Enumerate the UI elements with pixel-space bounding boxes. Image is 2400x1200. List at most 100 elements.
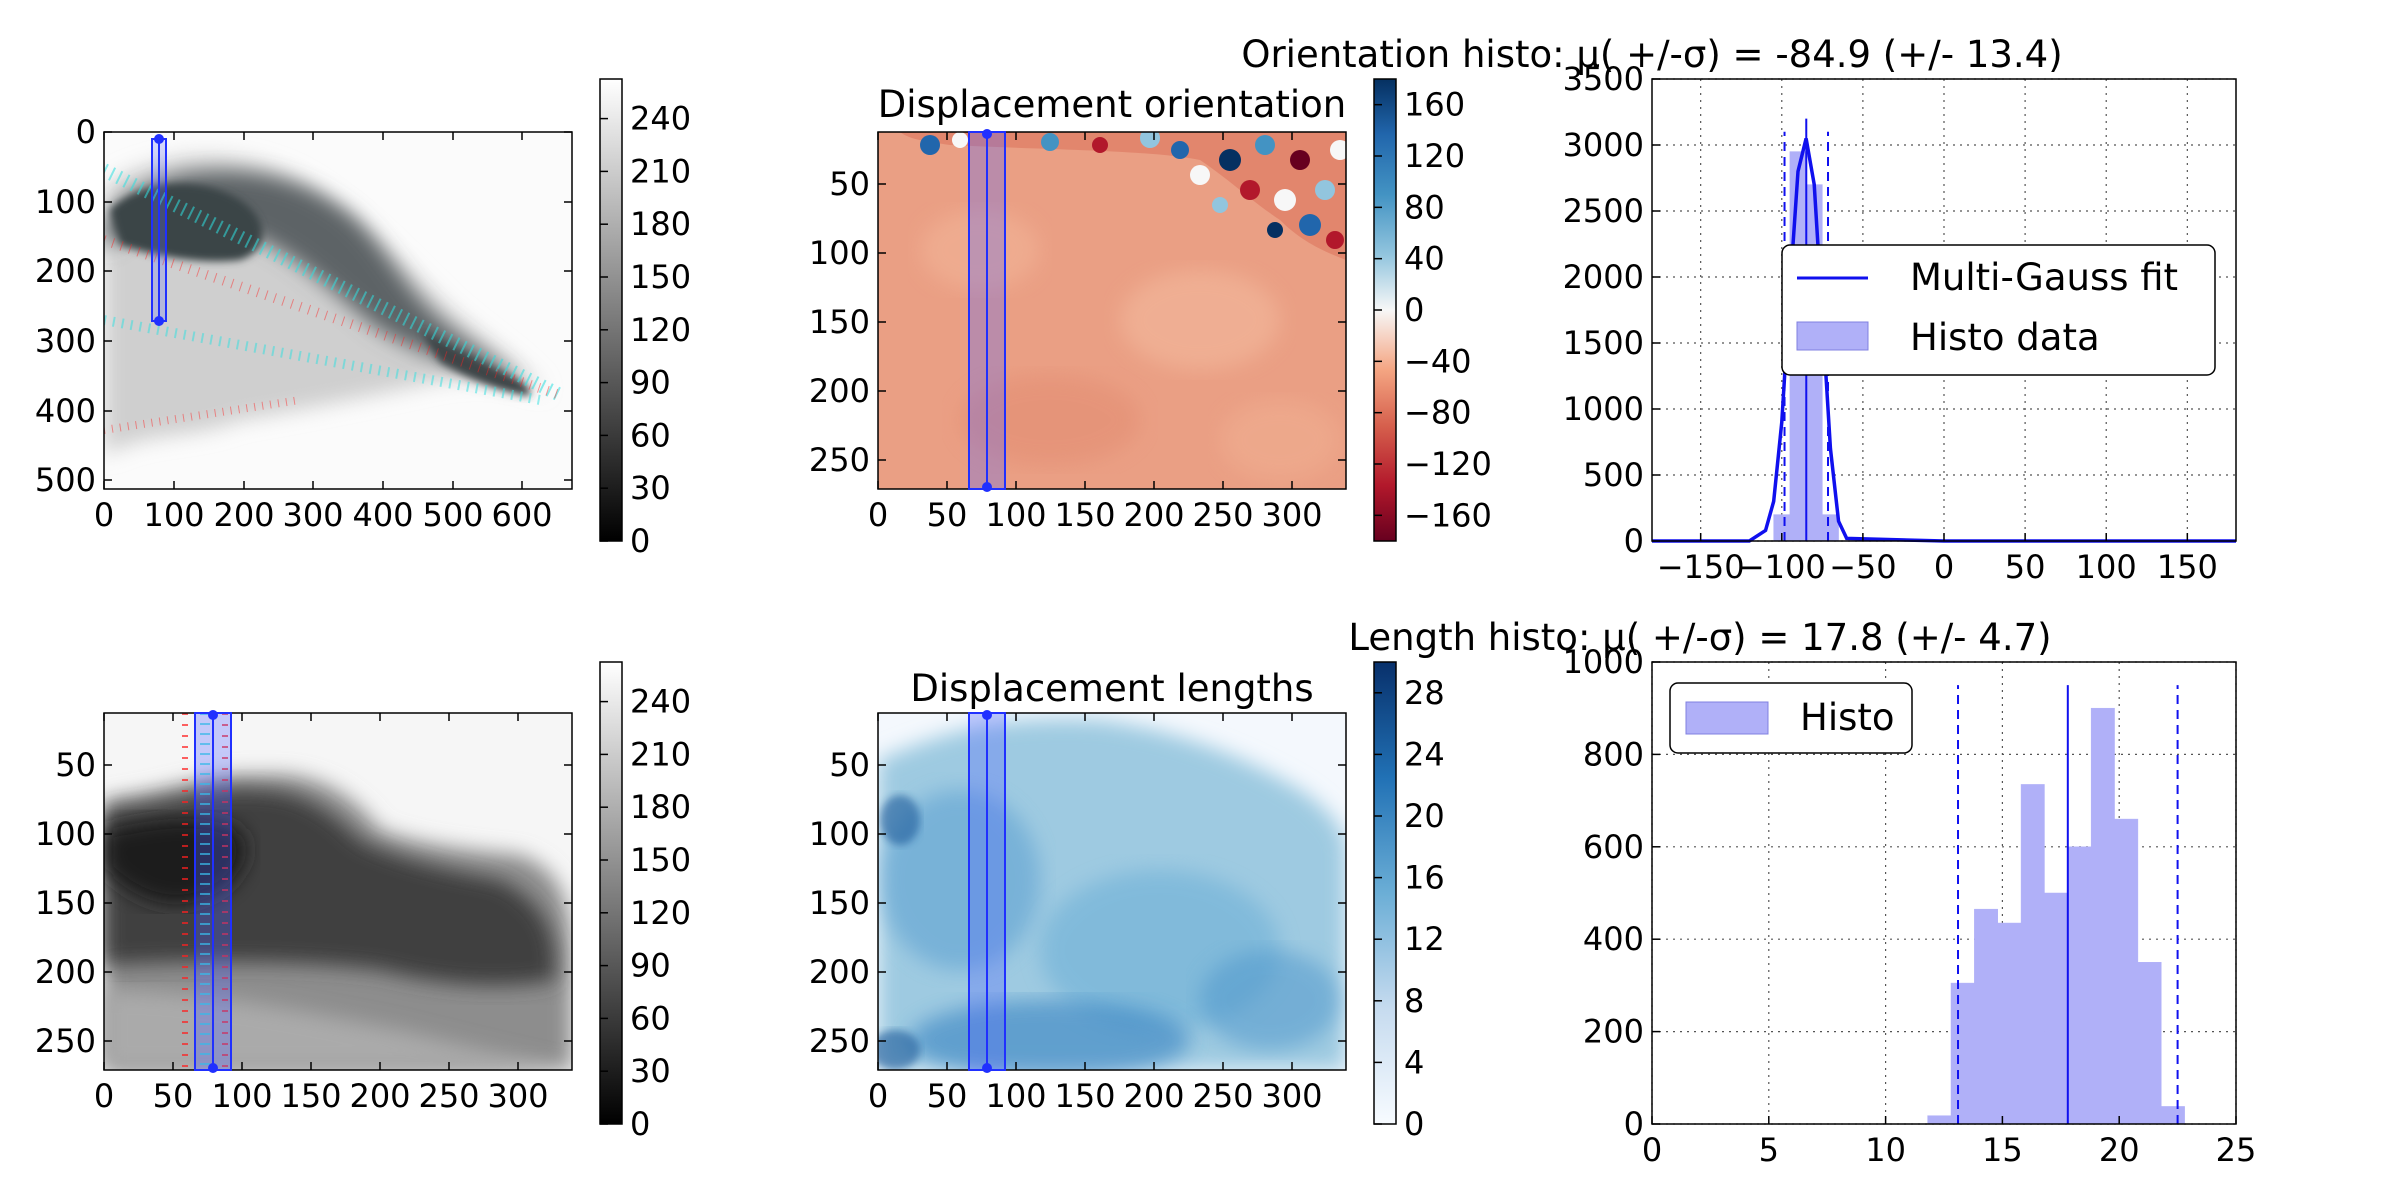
legend-label-fit: Multi-Gauss fit — [1910, 256, 2178, 299]
x-tick-label: 300 — [1261, 496, 1322, 534]
length-histo-legend: Histo — [1669, 682, 1913, 754]
y-tick-label: 3000 — [1563, 126, 1644, 164]
colorbar-tick-label: 240 — [630, 100, 691, 138]
x-tick-label: 300 — [282, 496, 343, 534]
y-tick-label: 200 — [809, 953, 870, 991]
image-3-colorbar-ticks: 0 30 60 90 120 150 180 210 240 — [600, 683, 691, 1143]
x-tick-label: 200 — [1123, 1077, 1184, 1115]
x-tick-label: 100 — [2076, 548, 2137, 586]
colorbar-tick-label: 0 — [1404, 1105, 1424, 1143]
x-tick-label: 50 — [927, 1077, 968, 1115]
colorbar-tick-label: 60 — [630, 416, 671, 454]
y-tick-label: 100 — [809, 815, 870, 853]
y-tick-label: 250 — [809, 1022, 870, 1060]
colorbar-tick-label: 0 — [630, 1105, 650, 1143]
image-4-colorbar — [1373, 661, 1397, 1125]
x-tick-label: 0 — [94, 1077, 114, 1115]
colorbar-tick-label: 210 — [630, 152, 691, 190]
y-tick-label: 300 — [35, 322, 96, 360]
y-tick-label: 100 — [35, 183, 96, 221]
image-4-colorbar-ticks: 0 4 8 12 16 20 24 28 — [1374, 674, 1445, 1143]
y-tick-label: 150 — [809, 303, 870, 341]
image-2-colorbar-ticks: −160 −120 −80 −40 0 40 80 120 160 — [1374, 86, 1492, 534]
y-tick-label: 200 — [809, 372, 870, 410]
x-tick-label: 5 — [1759, 1131, 1779, 1169]
histogram-bar — [2090, 707, 2115, 1125]
image-1-colorbar-ticks: 0 30 60 90 120 150 180 210 240 — [600, 100, 691, 560]
x-tick-label: 250 — [418, 1077, 479, 1115]
image-4-selection-box[interactable] — [968, 710, 1006, 1073]
colorbar-tick-label: 90 — [630, 947, 671, 985]
colorbar-tick-label: 30 — [630, 1052, 671, 1090]
histogram-bar — [1822, 514, 1839, 542]
colorbar-tick-label: 0 — [630, 522, 650, 560]
panel-image-4: Displacement lengths 0 50 100 150 200 250 3005… — [809, 661, 1445, 1143]
image-4-frame — [877, 712, 1347, 1071]
colorbar-tick-label: 80 — [1404, 188, 1445, 226]
histogram-bar — [2067, 846, 2092, 1125]
x-tick-label: 400 — [352, 496, 413, 534]
x-tick-label: 100 — [985, 496, 1046, 534]
image-3-colorbar — [599, 661, 623, 1125]
y-tick-label: 50 — [829, 165, 870, 203]
histogram-bar — [2160, 1106, 2185, 1125]
histogram-bar — [1997, 922, 2022, 1125]
y-tick-label: 200 — [35, 252, 96, 290]
image-3-selection-box[interactable] — [194, 710, 232, 1073]
y-tick-label: 50 — [55, 746, 96, 784]
y-tick-label: 3500 — [1563, 60, 1644, 98]
x-tick-label: −150 — [1657, 548, 1745, 586]
colorbar-tick-label: 0 — [1404, 291, 1424, 329]
image-2-frame — [877, 131, 1347, 490]
image-1-selection-box[interactable] — [151, 134, 167, 326]
y-tick-label: 50 — [829, 746, 870, 784]
x-tick-label: 200 — [213, 496, 274, 534]
x-tick-label: 100 — [985, 1077, 1046, 1115]
y-tick-label: 2000 — [1563, 258, 1644, 296]
image-1-frame — [103, 131, 573, 490]
x-tick-label: −100 — [1738, 548, 1826, 586]
y-tick-label: 1000 — [1563, 390, 1644, 428]
y-tick-label: 150 — [35, 884, 96, 922]
colorbar-tick-label: 40 — [1404, 240, 1445, 278]
y-tick-label: 200 — [35, 953, 96, 991]
colorbar-tick-label: 240 — [630, 683, 691, 721]
histogram-bar — [1950, 982, 1975, 1125]
y-tick-label: 250 — [809, 441, 870, 479]
histogram-bar — [2020, 784, 2045, 1125]
image-2-title: Displacement orientation — [878, 83, 1347, 126]
histogram-bar — [2137, 962, 2162, 1125]
colorbar-tick-label: −120 — [1404, 445, 1492, 483]
colorbar-tick-label: 120 — [630, 894, 691, 932]
y-tick-label: 500 — [1583, 456, 1644, 494]
colorbar-tick-label: −160 — [1404, 496, 1492, 534]
x-tick-label: −50 — [1829, 548, 1897, 586]
y-tick-label: 0 — [1624, 1105, 1644, 1143]
y-tick-label: 1000 — [1563, 643, 1644, 681]
legend-bar-swatch — [1685, 701, 1769, 735]
length-histo-title: Length histo: μ( +/-σ) = 17.8 (+/- 4.7) — [1348, 616, 2051, 659]
colorbar-tick-label: 120 — [630, 311, 691, 349]
y-tick-label: 800 — [1583, 735, 1644, 773]
plot-frame — [1651, 661, 2237, 1125]
image-2-selection-box[interactable] — [968, 129, 1006, 492]
vector-field-1 — [104, 163, 564, 434]
x-tick-label: 15 — [1982, 1131, 2023, 1169]
histogram-bar — [1974, 908, 1998, 1125]
colorbar-tick-label: 160 — [1404, 86, 1465, 124]
y-tick-label: 150 — [809, 884, 870, 922]
colorbar-tick-label: 120 — [1404, 137, 1465, 175]
legend-label-histo-data: Histo data — [1910, 316, 2100, 359]
y-tick-label: 1500 — [1563, 324, 1644, 362]
legend-label-histo: Histo — [1800, 696, 1895, 739]
orientation-histo-title: Orientation histo: μ( +/-σ) = -84.9 (+/-… — [1241, 33, 2062, 76]
length-histogram: Length histo: μ( +/-σ) = 17.8 (+/- 4.7) … — [1348, 616, 2256, 1169]
histogram-bar — [1927, 1115, 1952, 1125]
